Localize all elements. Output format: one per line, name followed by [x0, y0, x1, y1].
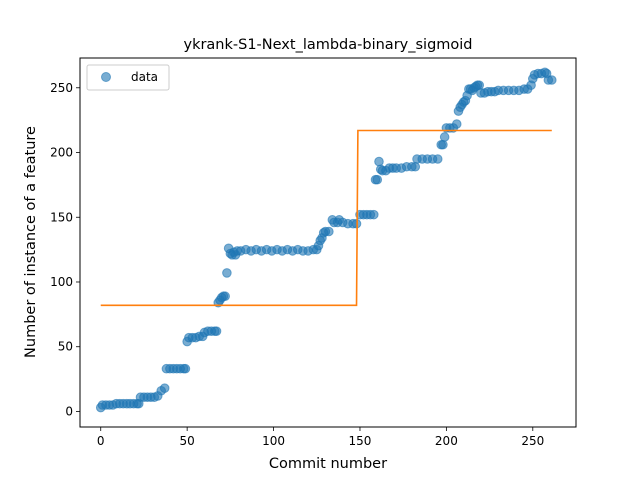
y-tick-label: 200	[50, 146, 73, 160]
x-tick-label: 100	[262, 434, 285, 448]
x-tick-label: 250	[521, 434, 544, 448]
legend-data-label: data	[131, 70, 158, 84]
y-tick-label: 250	[50, 81, 73, 95]
axis-ticks: 0 50 100 150 200 250 0 50 100 150 200 250	[50, 81, 544, 448]
y-tick-label: 150	[50, 210, 73, 224]
chart-title: ykrank-S1-Next_lambda-binary_sigmoid	[183, 37, 472, 53]
y-tick-label: 50	[58, 340, 73, 354]
data-point	[438, 139, 448, 150]
data-point	[159, 383, 170, 393]
x-axis-label: Commit number	[269, 456, 387, 472]
y-tick-label: 0	[65, 404, 73, 418]
y-axis-label: Number of instance of a feature	[23, 126, 39, 358]
legend: data	[86, 64, 170, 91]
plot-area	[95, 67, 557, 413]
x-tick-label: 50	[180, 434, 195, 448]
legend-box	[86, 64, 170, 91]
fit-line	[100, 129, 552, 307]
axes-frame	[79, 57, 577, 428]
data-point	[474, 80, 485, 90]
x-tick-label: 0	[97, 434, 105, 448]
data-point	[211, 326, 222, 336]
data-point	[220, 291, 230, 302]
data-point	[374, 156, 384, 167]
data-point	[451, 119, 462, 129]
x-tick-label: 150	[349, 434, 372, 448]
data-point	[222, 268, 232, 278]
data-point	[180, 363, 191, 374]
data-point	[432, 154, 443, 164]
data-point	[368, 209, 379, 220]
x-tick-label: 200	[435, 434, 458, 448]
data-point	[410, 161, 421, 172]
data-point	[324, 226, 334, 237]
y-tick-label: 100	[50, 275, 73, 289]
data-point	[439, 132, 450, 142]
data-point	[547, 75, 557, 85]
data-point	[372, 174, 383, 185]
legend-data-marker	[101, 72, 111, 82]
